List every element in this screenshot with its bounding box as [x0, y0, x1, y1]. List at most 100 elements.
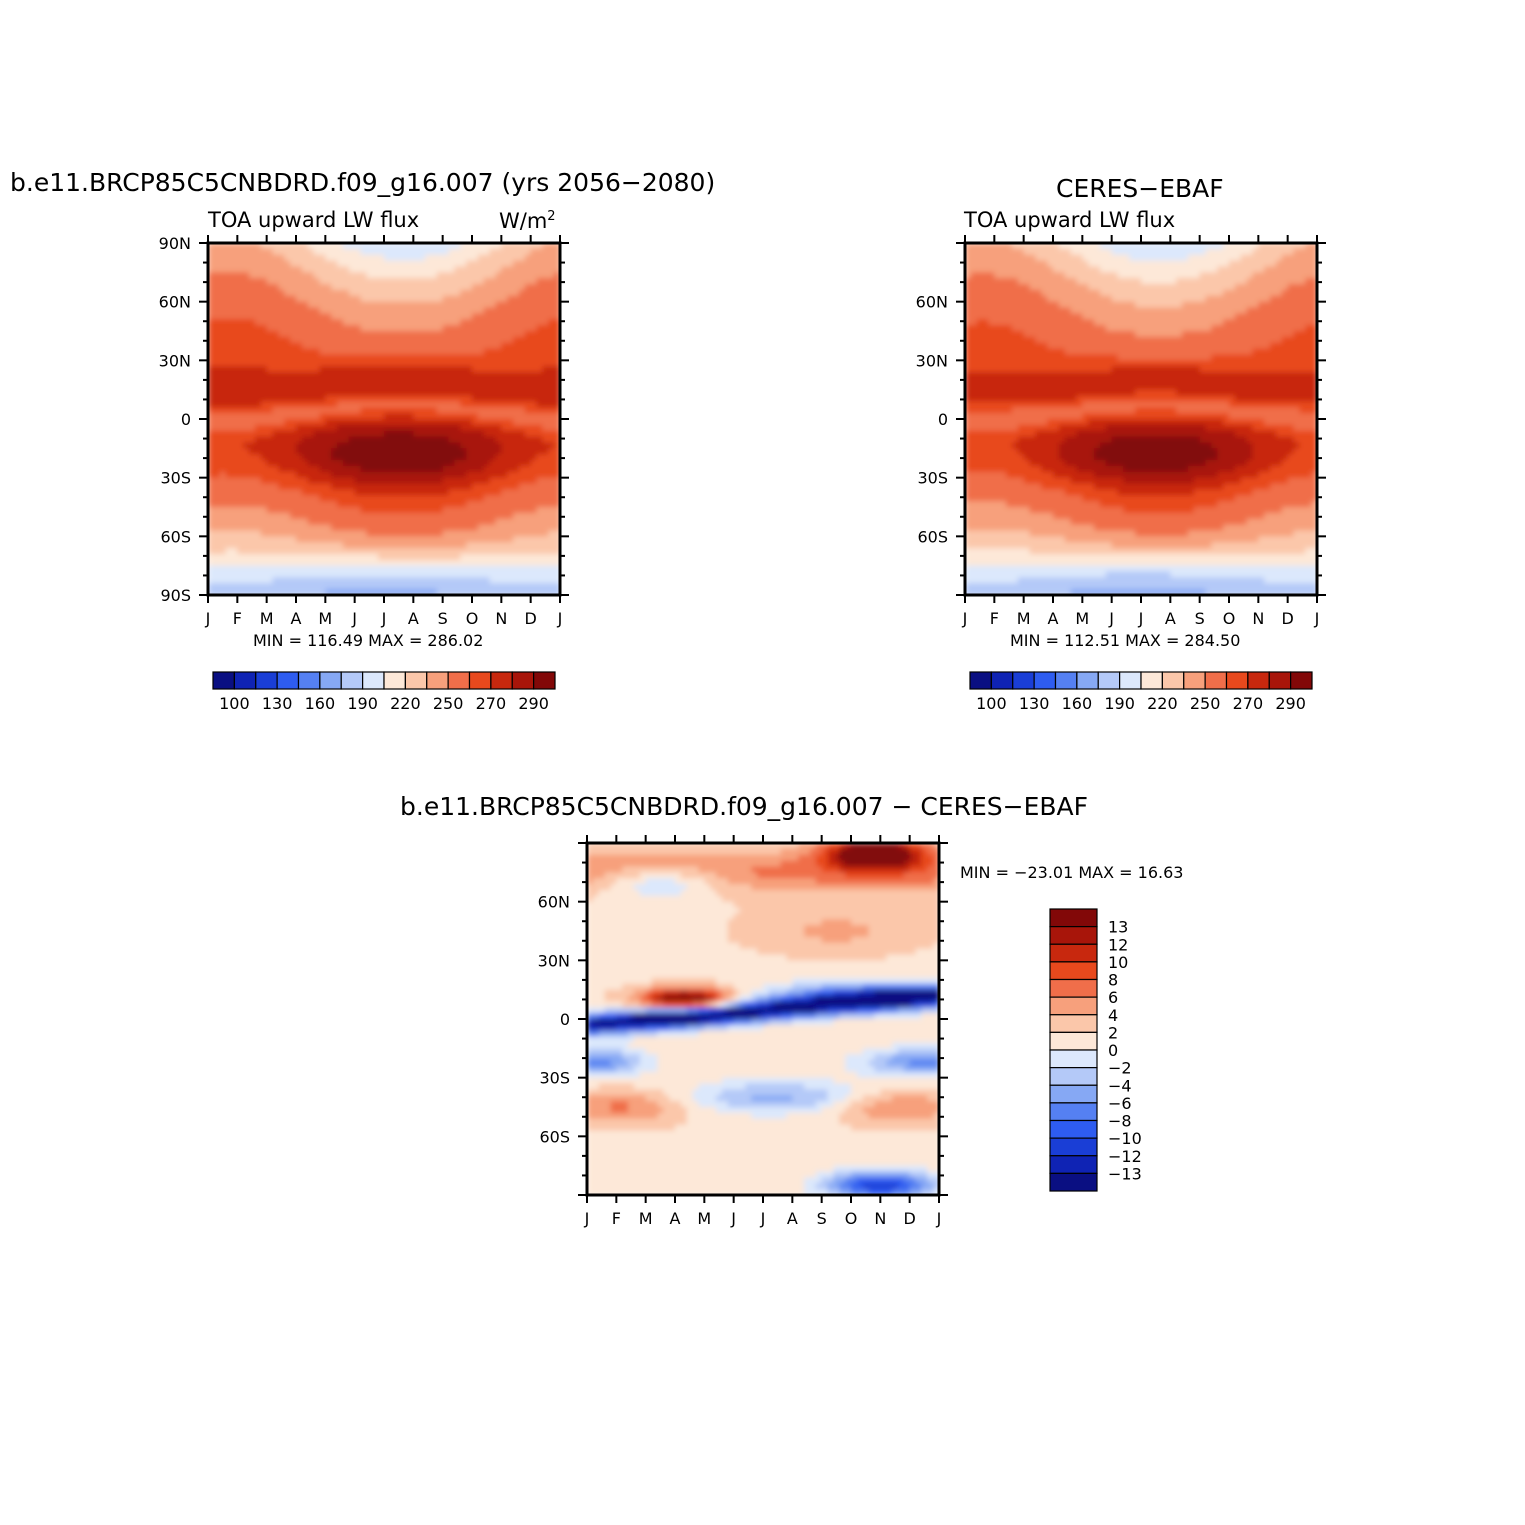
- panel2-stats: MIN = 112.51 MAX = 284.50: [1010, 631, 1241, 650]
- panel1-stats: MIN = 116.49 MAX = 286.02: [253, 631, 484, 650]
- y-tick-label: 90N: [159, 234, 191, 253]
- colorbar-label: 100: [976, 694, 1007, 713]
- colorbar-box: [1049, 1049, 1098, 1069]
- colorbar-box: [1049, 1031, 1098, 1051]
- colorbar-box: [1204, 671, 1228, 690]
- y-tick-label: 30S: [539, 1069, 570, 1088]
- x-tick-label: J: [1314, 609, 1320, 628]
- colorbar-box: [1049, 1155, 1098, 1174]
- colorbar-box: [1247, 671, 1270, 690]
- y-tick-label: 60S: [917, 527, 948, 546]
- y-tick-label: 60S: [160, 527, 191, 546]
- x-tick-label: J: [962, 609, 968, 628]
- x-tick-label: N: [495, 609, 507, 628]
- colorbar-label: −6: [1108, 1094, 1132, 1113]
- colorbar-box: [1049, 1172, 1098, 1192]
- x-tick-label: S: [438, 609, 448, 628]
- x-tick-label: J: [760, 1209, 766, 1228]
- colorbar-box: [447, 671, 471, 690]
- x-tick-label: O: [845, 1209, 858, 1228]
- x-tick-label: J: [351, 609, 357, 628]
- y-tick-label: 60S: [539, 1127, 570, 1146]
- colorbar-label: −4: [1108, 1076, 1132, 1095]
- x-tick-label: F: [612, 1209, 621, 1228]
- colorbar-label: 250: [433, 694, 464, 713]
- colorbar-label: 130: [262, 694, 293, 713]
- panel2-colorbar: 100 130 160 190 220 250 270 290: [969, 671, 1313, 713]
- colorbar-box: [362, 671, 385, 690]
- colorbar-label: 130: [1019, 694, 1050, 713]
- y-tick-label: 90S: [160, 586, 191, 605]
- colorbar-box: [1049, 1137, 1098, 1157]
- x-tick-label: M: [639, 1209, 653, 1228]
- y-tick-label: 30S: [160, 469, 191, 488]
- x-tick-label: A: [291, 609, 302, 628]
- x-tick-label: J: [205, 609, 211, 628]
- colorbar-label: 10: [1108, 953, 1128, 972]
- x-tick-label: S: [817, 1209, 827, 1228]
- colorbar-box: [255, 671, 278, 690]
- x-tick-label: O: [466, 609, 479, 628]
- x-tick-label: J: [1138, 609, 1144, 628]
- x-tick-label: N: [874, 1209, 886, 1228]
- y-tick-label: 0: [560, 1010, 570, 1029]
- colorbar-box: [990, 671, 1014, 690]
- x-tick-label: O: [1223, 609, 1236, 628]
- colorbar-box: [233, 671, 257, 690]
- panel2-title: CERES−EBAF: [1056, 174, 1224, 203]
- x-tick-label: M: [318, 609, 332, 628]
- x-tick-label: F: [233, 609, 242, 628]
- y-tick-label: 60N: [916, 293, 948, 312]
- colorbar-label: 270: [476, 694, 507, 713]
- colorbar-box: [1268, 671, 1292, 690]
- colorbar-label: 2: [1108, 1023, 1118, 1042]
- x-tick-label: J: [1108, 609, 1114, 628]
- y-tick-label: 30N: [538, 951, 570, 970]
- colorbar-label: 190: [347, 694, 378, 713]
- colorbar-label: 160: [305, 694, 336, 713]
- colorbar-box: [212, 671, 235, 690]
- colorbar-box: [1049, 1067, 1098, 1086]
- colorbar-label: 220: [390, 694, 421, 713]
- colorbar-box: [468, 671, 492, 690]
- colorbar-box: [1049, 1102, 1098, 1122]
- colorbar-label: 13: [1108, 918, 1128, 937]
- x-tick-label: J: [936, 1209, 942, 1228]
- colorbar-box: [1225, 671, 1249, 690]
- colorbar-box: [1076, 671, 1099, 690]
- colorbar-box: [1290, 671, 1313, 690]
- y-tick-label: 0: [181, 410, 191, 429]
- colorbar-label: −13: [1108, 1164, 1142, 1183]
- x-tick-label: M: [1017, 609, 1031, 628]
- colorbar-box: [1097, 671, 1121, 690]
- colorbar-label: 4: [1108, 1006, 1118, 1025]
- colorbar-label: 8: [1108, 971, 1118, 990]
- colorbar-box: [1119, 671, 1142, 690]
- colorbar-box: [404, 671, 428, 690]
- panel1-variable-label: TOA upward LW flux: [208, 208, 420, 232]
- panel3-field: [587, 843, 939, 1195]
- y-tick-label: 30S: [917, 469, 948, 488]
- x-tick-label: D: [525, 609, 537, 628]
- colorbar-label: 12: [1108, 935, 1128, 954]
- colorbar-label: 270: [1233, 694, 1264, 713]
- x-tick-label: M: [697, 1209, 711, 1228]
- colorbar-label: −2: [1108, 1059, 1132, 1078]
- colorbar-box: [1183, 671, 1206, 690]
- colorbar-label: 290: [1275, 694, 1306, 713]
- x-tick-label: A: [408, 609, 419, 628]
- colorbar-box: [1140, 671, 1163, 690]
- colorbar-box: [340, 671, 364, 690]
- colorbar-box: [1049, 943, 1098, 963]
- colorbar-box: [490, 671, 513, 690]
- colorbar-box: [533, 671, 556, 690]
- colorbar-label: 190: [1104, 694, 1135, 713]
- panel2-variable-label: TOA upward LW flux: [964, 208, 1176, 232]
- x-tick-label: J: [584, 1209, 590, 1228]
- colorbar-box: [383, 671, 406, 690]
- colorbar-box: [1049, 1119, 1098, 1139]
- colorbar-box: [1049, 1014, 1098, 1033]
- units-text: W/m: [499, 209, 548, 233]
- y-tick-label: 30N: [159, 351, 191, 370]
